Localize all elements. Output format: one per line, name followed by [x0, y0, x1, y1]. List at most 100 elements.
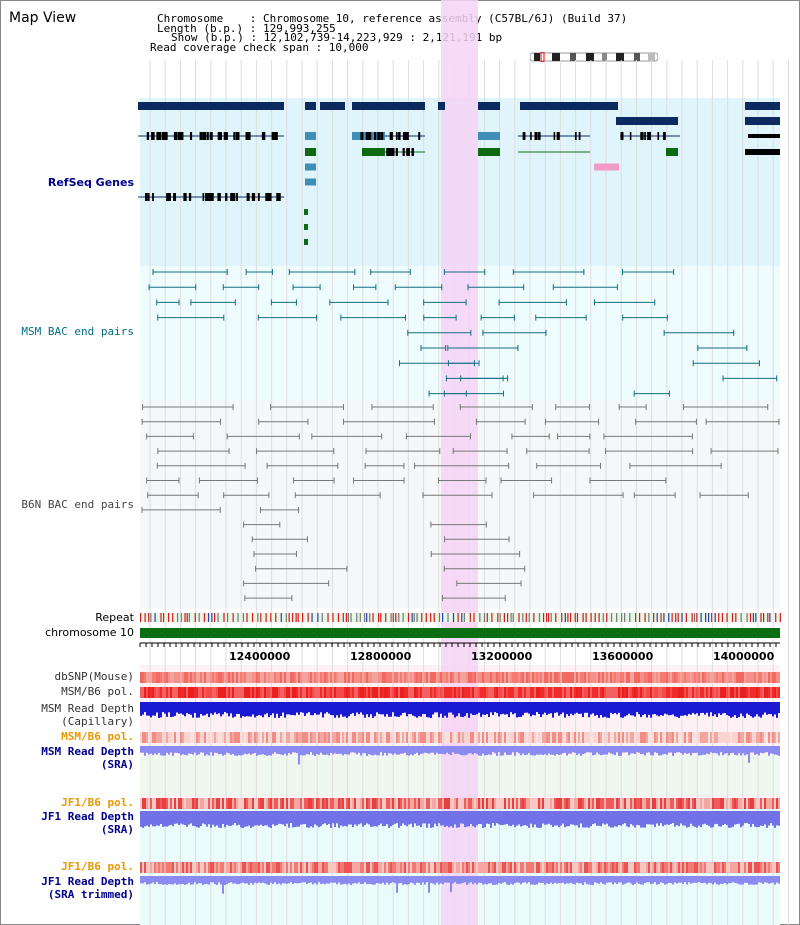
gene-block: [138, 102, 284, 110]
dbsnp-heat: [158, 672, 160, 683]
jf1-depth-sra-bar: [626, 811, 628, 827]
jf1-b6-pol2-heat: [524, 862, 526, 873]
jf1-b6-pol-heat: [214, 798, 216, 809]
msm-depth-sra-bar: [422, 746, 424, 754]
dbsnp-heat: [250, 672, 252, 683]
msm-depth-sra-bar: [596, 746, 598, 753]
msm-depth-cap-bar: [484, 702, 486, 716]
msm-b6-pol2-heat: [618, 732, 620, 743]
jf1-b6-pol-heat: [722, 798, 724, 809]
exon: [647, 132, 651, 140]
jf1-depth-sra-bar: [568, 811, 570, 827]
jf1-b6-pol2-heat: [740, 862, 742, 873]
dbsnp-heat: [602, 672, 604, 683]
dbsnp-heat: [774, 672, 776, 683]
jf1-depth-sra-bar: [676, 811, 678, 826]
jf1-depth-sra-bar: [582, 811, 584, 828]
jf1-depth-sra-bar: [502, 811, 504, 826]
jf1-depth-sra-bar: [518, 811, 520, 825]
jf1-b6-pol2-heat: [458, 862, 460, 873]
msm-depth-sra-bar: [714, 746, 716, 754]
msm-depth-cap-bar: [350, 702, 352, 714]
jf1-b6-pol-heat: [768, 798, 770, 809]
msm-depth-sra-bar: [146, 746, 148, 753]
dbsnp-heat: [668, 672, 670, 683]
msm-b6-pol-heat: [674, 687, 676, 698]
jf1-b6-pol2-heat: [698, 862, 700, 873]
jf1-b6-pol2-heat: [294, 862, 296, 873]
jf1-b6-pol-heat: [196, 798, 198, 809]
dbsnp-heat: [554, 672, 556, 683]
repeat-mark: [186, 613, 188, 622]
jf1-depth-sra-bar: [206, 811, 208, 827]
msm-depth-sra-bar: [772, 746, 774, 754]
jf1-b6-pol2-heat: [440, 862, 442, 873]
jf1-depth-sra-bar: [668, 811, 670, 825]
jf1-depth-trim-bar: [522, 876, 524, 883]
jf1-b6-pol-heat: [656, 798, 658, 809]
msm-b6-pol2-heat: [294, 732, 296, 743]
msm-depth-sra-bar: [234, 746, 236, 756]
msm-b6-pol-heat: [504, 687, 506, 698]
exon: [246, 132, 249, 140]
msm-depth-cap-bar: [338, 702, 340, 718]
msm-depth-cap-bar: [524, 702, 526, 713]
jf1-depth-trim-bar: [524, 876, 526, 883]
jf1-b6-pol2-heat: [394, 862, 396, 873]
msm-depth-sra-bar: [594, 746, 596, 755]
jf1-depth-sra-bar: [238, 811, 240, 825]
msm-depth-sra-bar: [260, 746, 262, 755]
jf1-b6-pol2-heat: [742, 862, 744, 873]
msm-depth-cap-bar: [418, 702, 420, 717]
msm-b6-pol-heat: [392, 687, 394, 698]
msm-depth-sra-bar: [746, 746, 748, 755]
msm-depth-sra-bar: [322, 746, 324, 755]
chromosome-ideogram[interactable]: [530, 52, 658, 62]
msm-depth-sra-bar: [542, 746, 544, 755]
msm-depth-sra-bar: [286, 746, 288, 756]
exon: [377, 132, 381, 140]
jf1-depth-trim-bar: [662, 876, 664, 883]
jf1-b6-pol2-heat: [406, 862, 408, 873]
msm-b6-pol2-heat: [774, 732, 776, 743]
dbsnp-heat: [704, 672, 706, 683]
repeat-mark: [140, 613, 142, 622]
msm-depth-sra-bar: [250, 746, 252, 755]
jf1-b6-pol-heat: [492, 798, 494, 809]
dbsnp-heat: [508, 672, 510, 683]
dbsnp-heat: [208, 672, 210, 683]
jf1-b6-pol-heat: [140, 798, 142, 809]
jf1-b6-pol2-heat: [632, 862, 634, 873]
jf1-b6-pol-heat: [178, 798, 180, 809]
msm-depth-cap-bar: [436, 702, 438, 713]
msm-b6-pol2-heat: [372, 732, 374, 743]
jf1-b6-pol2-heat: [148, 862, 150, 873]
jf1-depth-sra-bar: [174, 811, 176, 824]
jf1-depth-sra-bar: [672, 811, 674, 824]
jf1-b6-pol-heat: [672, 798, 674, 809]
msm-depth-cap-bar: [650, 702, 652, 718]
dbsnp-heat: [214, 672, 216, 683]
dbsnp-heat: [670, 672, 672, 683]
msm-depth-sra-bar: [400, 746, 402, 754]
msm-b6-pol-heat: [158, 687, 160, 698]
msm-b6-pol-heat: [450, 687, 452, 698]
msm-b6-pol-heat: [758, 687, 760, 698]
msm-b6-pol-heat: [586, 687, 588, 698]
msm-depth-cap-bar: [322, 702, 324, 718]
dbsnp-heat: [736, 672, 738, 683]
msm-b6-pol2-heat: [330, 732, 332, 743]
repeat-mark: [447, 613, 449, 622]
jf1-b6-pol2-heat: [312, 862, 314, 873]
jf1-depth-sra-bar: [416, 811, 418, 826]
jf1-b6-pol-heat: [380, 798, 382, 809]
msm-b6-pol2-heat: [670, 732, 672, 743]
msm-depth-sra-bar: [444, 746, 446, 755]
msm-b6-pol2-heat: [770, 732, 772, 743]
msm-b6-pol-heat: [484, 687, 486, 698]
msm-b6-pol-heat: [704, 687, 706, 698]
msm-b6-pol2-heat: [712, 732, 714, 743]
repeat-mark: [154, 613, 156, 622]
msm-depth-cap-bar: [242, 702, 244, 717]
